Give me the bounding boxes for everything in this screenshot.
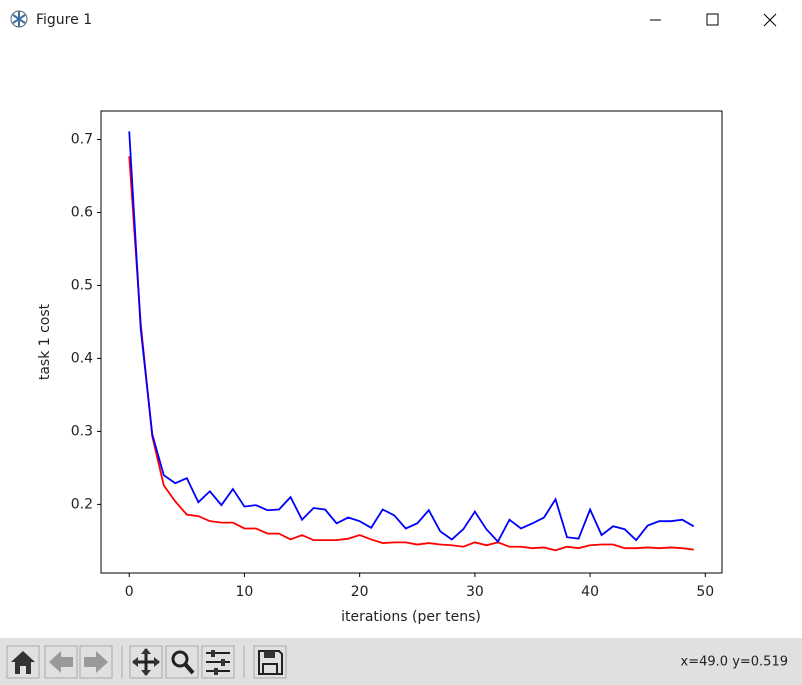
x-tick-label: 50 <box>696 584 714 600</box>
window-title: Figure 1 <box>36 12 92 28</box>
toolbar: x=49.0 y=0.519 <box>0 638 802 685</box>
data-line <box>128 131 695 544</box>
title-bar: Figure 1 <box>10 10 777 28</box>
maximize-button[interactable] <box>706 13 719 26</box>
x-tick-label: 0 <box>125 584 134 600</box>
x-tick-label: 10 <box>236 584 254 600</box>
y-tick-label: 0.4 <box>71 350 93 366</box>
y-axis-label: task 1 cost <box>37 303 53 380</box>
configure-button[interactable] <box>201 645 235 679</box>
x-axis-label: iterations (per tens) <box>341 609 481 625</box>
data-line <box>128 156 694 552</box>
home-button[interactable] <box>6 645 40 679</box>
y-tick-label: 0.5 <box>71 277 93 293</box>
status-text: x=49.0 y=0.519 <box>681 655 788 670</box>
x-tick-label: 30 <box>466 584 484 600</box>
y-tick-label: 0.3 <box>71 423 93 439</box>
plot-frame <box>100 110 723 574</box>
save-button[interactable] <box>253 645 287 679</box>
y-tick-label: 0.7 <box>71 131 93 147</box>
pan-button[interactable] <box>129 645 163 679</box>
x-tick-label: 20 <box>351 584 369 600</box>
back-button[interactable] <box>44 645 78 679</box>
y-tick-label: 0.6 <box>71 204 93 220</box>
zoom-button[interactable] <box>165 645 199 679</box>
x-tick-label: 40 <box>581 584 599 600</box>
close-button[interactable] <box>763 13 777 27</box>
y-tick-label: 0.2 <box>71 496 93 512</box>
app-icon-mark <box>12 11 26 27</box>
forward-button[interactable] <box>79 645 113 679</box>
